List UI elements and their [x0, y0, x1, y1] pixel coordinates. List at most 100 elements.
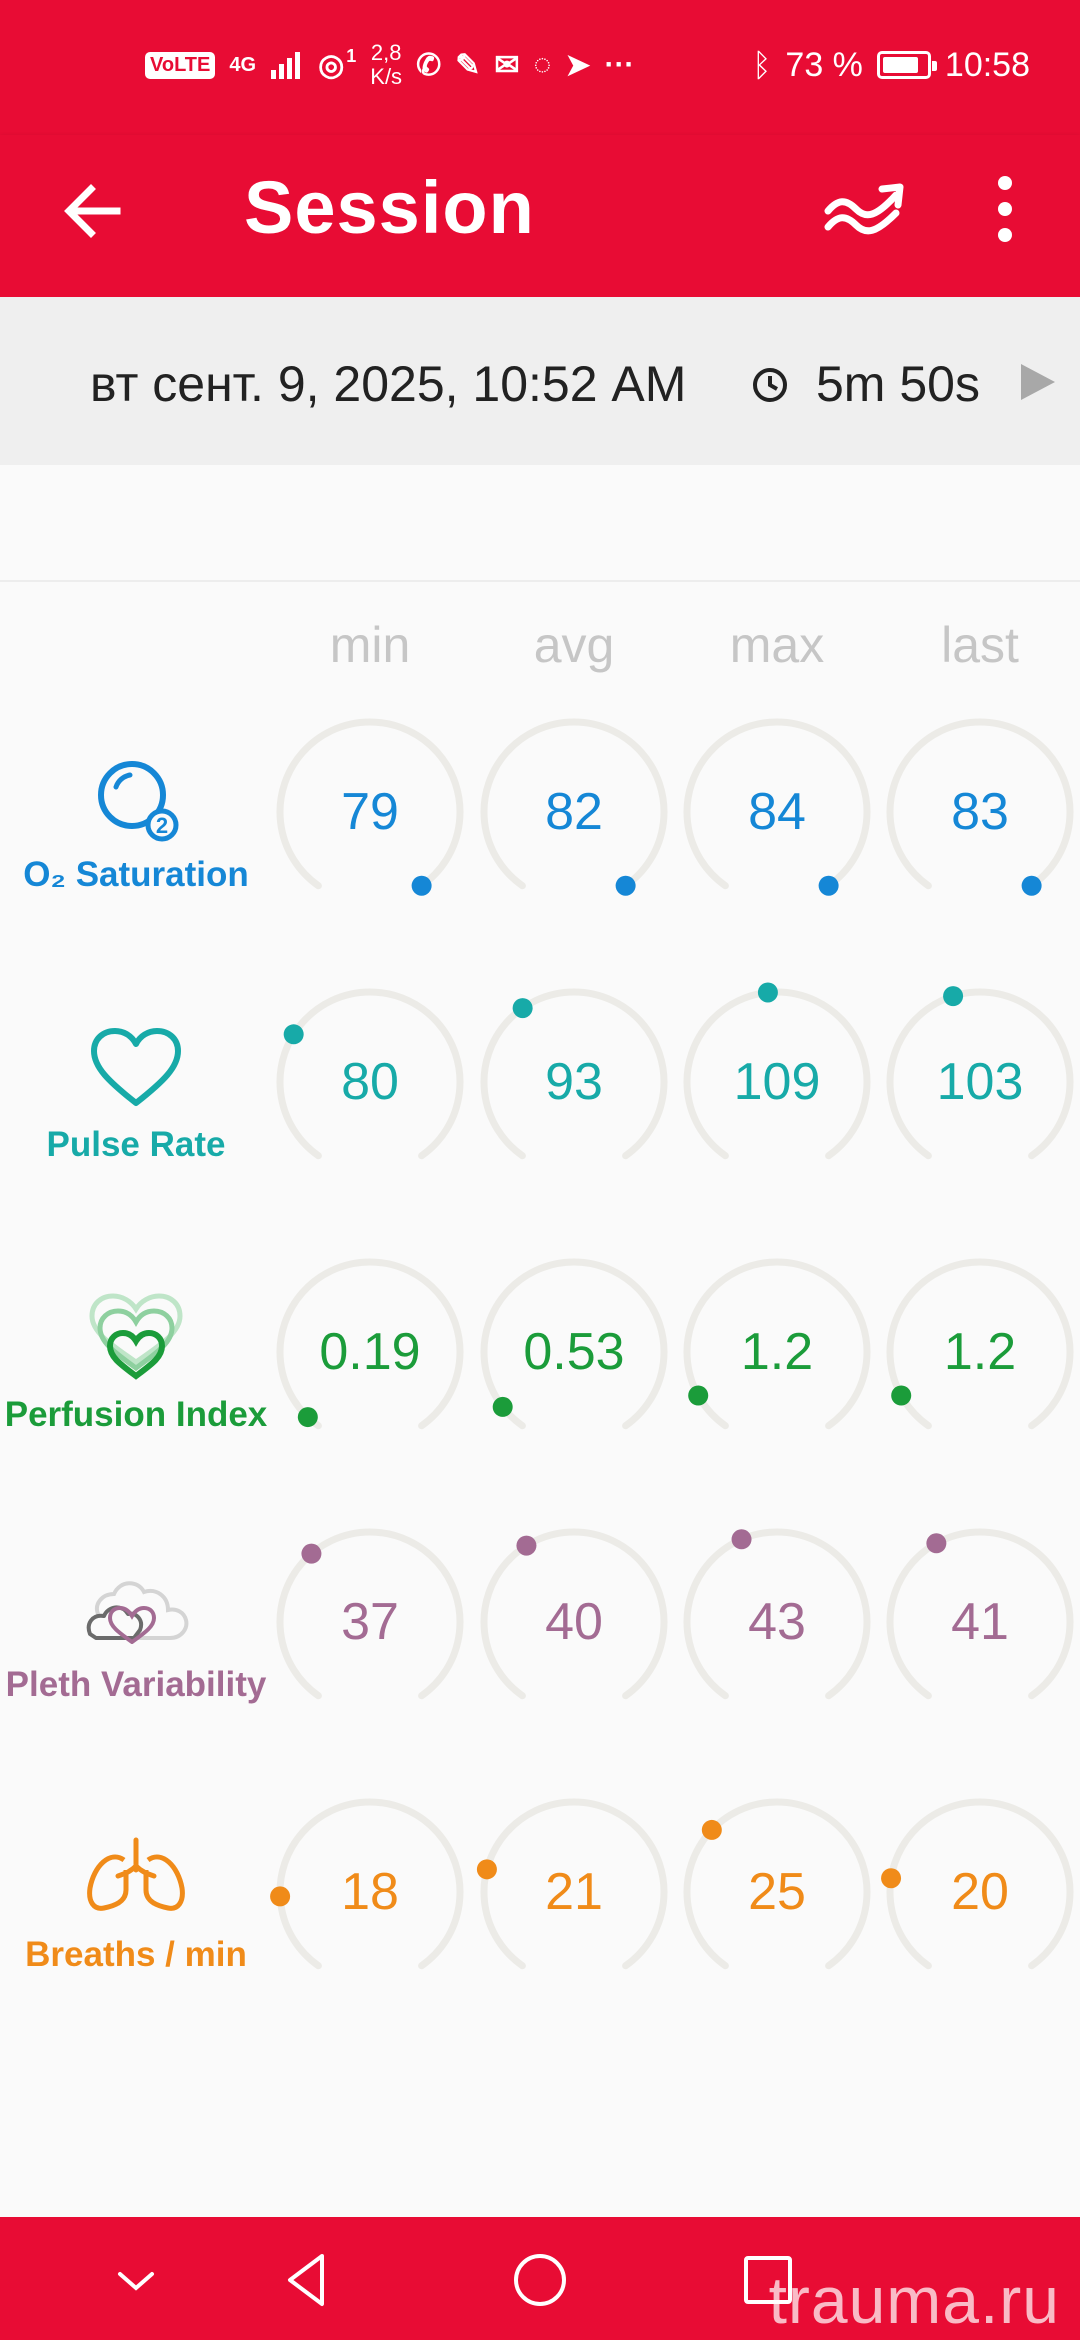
whatsapp-icon: ◌ [533, 48, 552, 81]
gauge-avg: 40 [474, 1522, 674, 1722]
metric-label-pleth: Pleth Variability [5, 1665, 267, 1704]
network-type: 4G [229, 53, 257, 76]
gauge-track [480, 988, 668, 1160]
gauge-value: 103 [936, 1053, 1024, 1111]
play-button[interactable] [1018, 361, 1058, 403]
nav-hide-button[interactable] [98, 2242, 174, 2318]
gauge-indicator-dot [891, 1385, 912, 1406]
more-notifications-icon: ··· [604, 48, 635, 81]
volte-icon: VoLTE [145, 51, 216, 79]
overflow-menu-button[interactable] [985, 169, 1025, 249]
gauge-track [886, 1528, 1074, 1700]
gauge-arc [276, 988, 464, 1160]
gauge-avg: 21 [474, 1792, 674, 1992]
gauge-track [276, 718, 464, 896]
gauge-min: 0.19 [270, 1252, 470, 1452]
gauge-value: 25 [748, 1863, 806, 1921]
gauge-value: 83 [951, 783, 1009, 841]
column-header-min: min [329, 617, 411, 673]
gauge-value: 21 [545, 1863, 603, 1921]
gauge-arc [886, 1528, 1074, 1700]
mail-icon: ✉ [494, 48, 520, 82]
nav-recents-button[interactable] [730, 2242, 806, 2318]
gauge-indicator-dot [818, 875, 839, 896]
gauge-value: 40 [545, 1593, 603, 1651]
divider [0, 580, 1080, 582]
metric-label-breaths: Breaths / min [25, 1935, 247, 1974]
gauge-arc [886, 988, 1074, 1160]
o2-saturation-icon: 2 [98, 761, 179, 842]
gauge-track [881, 1798, 1074, 1970]
status-icons-right: ᛒ 73 % 10:58 [752, 40, 1030, 90]
trending-icon [824, 183, 904, 235]
arrow-back-icon [64, 184, 121, 238]
gauge-indicator-dot [881, 1868, 902, 1889]
app-bar: Session [0, 135, 1080, 297]
gauge-arc [683, 1258, 871, 1430]
gauge-indicator-dot [283, 1024, 304, 1045]
gauge-indicator-dot [476, 1859, 497, 1880]
nav-home-button[interactable] [502, 2242, 578, 2318]
gauge-max: 84 [677, 712, 877, 912]
lungs-icon [87, 1837, 185, 1911]
gauge-last: 41 [880, 1522, 1080, 1722]
perfusion-hearts-icon [89, 1293, 183, 1380]
gauge-track [476, 1798, 668, 1970]
gauge-track [886, 1258, 1074, 1430]
gauge-track [683, 718, 871, 896]
gauge-track [276, 988, 464, 1160]
gauge-value: 43 [748, 1593, 806, 1651]
gauge-indicator-dot [411, 875, 432, 896]
gauge-arc [480, 1798, 668, 1970]
heart-icon [91, 1028, 181, 1106]
missed-call-icon: ✆ [416, 48, 442, 82]
system-navigation-bar [0, 2217, 1080, 2340]
gauge-indicator-dot [270, 1886, 291, 1907]
gauge-arc [480, 988, 668, 1160]
gauge-value: 93 [545, 1053, 603, 1111]
gauge-value: 0.53 [523, 1323, 625, 1381]
gauge-indicator-dot [943, 986, 964, 1007]
back-button[interactable] [55, 171, 135, 251]
metric-label-pulse: Pulse Rate [46, 1125, 226, 1164]
gauge-arc [683, 718, 871, 890]
gauge-indicator-dot [492, 1396, 513, 1417]
play-icon [1021, 364, 1055, 400]
page-title: Session [244, 166, 535, 249]
gauge-indicator-dot [926, 1533, 947, 1554]
trends-button[interactable] [820, 169, 910, 249]
svg-text:2: 2 [156, 813, 168, 838]
gauge-arc [683, 1528, 871, 1700]
gauge-indicator-dot [731, 1529, 752, 1550]
gauge-track [276, 1528, 464, 1700]
gauge-value: 82 [545, 783, 603, 841]
gauge-min: 18 [270, 1792, 470, 1992]
column-header-max: max [729, 617, 825, 673]
gauge-last: 1.2 [880, 1252, 1080, 1452]
nav-back-button[interactable] [270, 2242, 346, 2318]
bluetooth-icon: ᛒ [752, 46, 772, 83]
gauge-max: 43 [677, 1522, 877, 1722]
gauge-min: 79 [270, 712, 470, 912]
gauge-track [276, 1258, 464, 1430]
gauge-track [480, 718, 668, 896]
notification-icon: ✎ [455, 48, 481, 82]
gauge-track [683, 1528, 871, 1700]
gauge-indicator-dot [1021, 875, 1042, 896]
metric-label-o2: O₂ Saturation [23, 855, 249, 894]
gauge-arc [276, 718, 464, 890]
metric-label-perfusion: Perfusion Index [4, 1395, 268, 1434]
gauge-value: 109 [733, 1053, 821, 1111]
gauge-arc [886, 1798, 1074, 1970]
gauge-avg: 0.53 [474, 1252, 674, 1452]
gauge-value: 18 [341, 1863, 399, 1921]
gauge-arc [683, 1798, 871, 1970]
gauge-indicator-dot [688, 1385, 709, 1406]
gauge-track [683, 1798, 871, 1970]
gauge-arc [480, 718, 668, 890]
gauge-track [683, 982, 871, 1160]
more-vert-icon [998, 176, 1012, 242]
gauge-min: 37 [270, 1522, 470, 1722]
telegram-icon: ➤ [565, 48, 591, 82]
battery-percent: 73 % [785, 45, 863, 84]
